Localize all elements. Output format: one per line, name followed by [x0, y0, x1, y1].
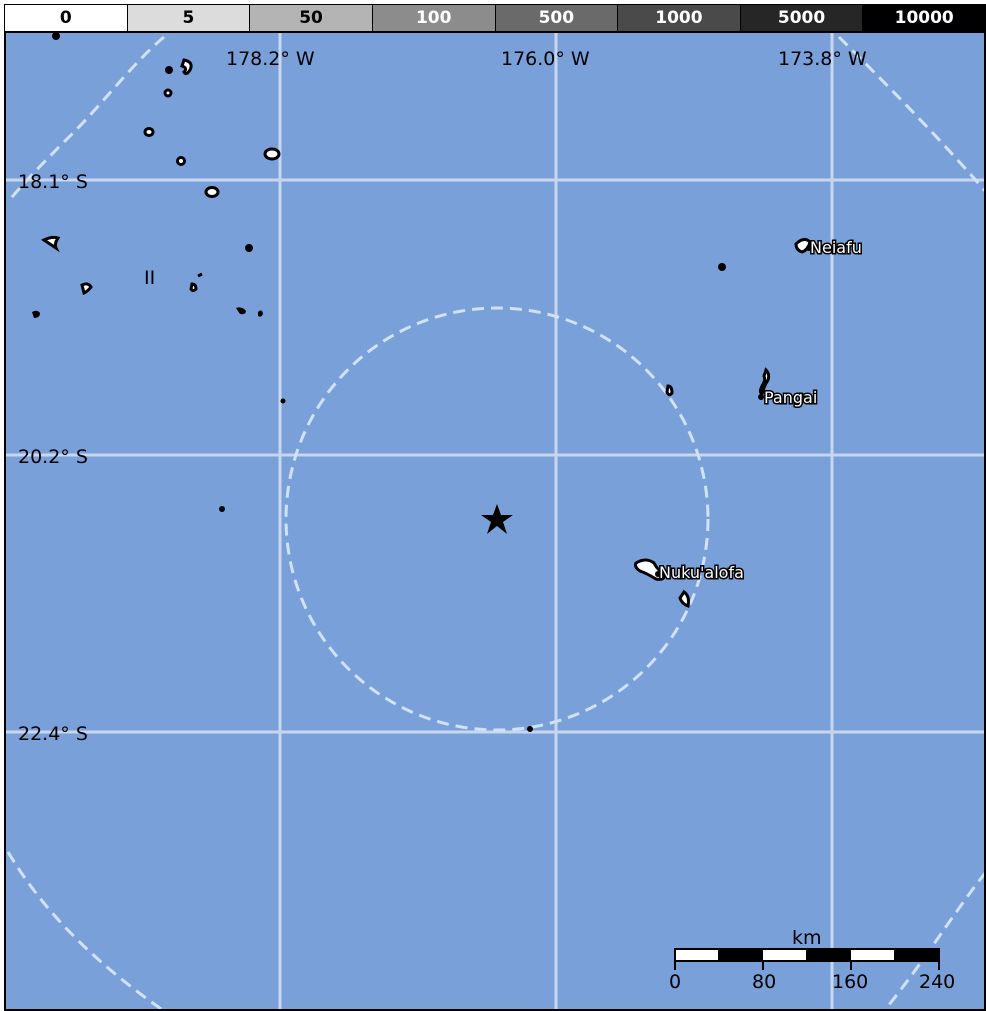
- island: [176, 156, 186, 166]
- legend-bin-500: 500: [495, 5, 619, 31]
- island: [80, 282, 93, 296]
- island-eua: [678, 589, 690, 608]
- island: [258, 310, 263, 317]
- inner-distance-ring: [284, 306, 710, 732]
- city-label-neiafu[interactable]: Neiafu: [809, 237, 864, 259]
- legend-bin-5000: 5000: [740, 5, 864, 31]
- outer-ring-se: [882, 871, 986, 1011]
- lon-label-west: 178.2° W: [226, 48, 315, 70]
- lat-label-south: 22.4° S: [18, 723, 88, 745]
- legend-bin-1000: 1000: [618, 5, 741, 31]
- island: [165, 66, 173, 74]
- city-marker-nukualofa: [655, 571, 661, 577]
- mmi-intensity-label: II: [144, 267, 155, 289]
- island: [665, 384, 674, 397]
- island: [280, 398, 286, 404]
- scale-tick-label: 240: [919, 971, 955, 993]
- outer-ring-sw: [6, 851, 165, 1011]
- island: [32, 310, 40, 318]
- scale-tick-label: 80: [752, 971, 776, 993]
- island: [41, 235, 61, 253]
- legend-bin-5: 5: [127, 5, 251, 31]
- scale-unit: km: [792, 927, 822, 949]
- map-frame: [4, 32, 986, 1011]
- lon-label-center: 176.0° W: [501, 48, 590, 70]
- island: [527, 726, 533, 732]
- scale-bar-segment: [763, 950, 806, 960]
- lat-label-middle: 20.2° S: [18, 446, 88, 468]
- population-legend: 0 5 50 100 500 1000 5000 10000: [4, 4, 986, 32]
- star-icon[interactable]: [481, 504, 513, 534]
- island: [236, 307, 246, 315]
- legend-bin-10000: 10000: [863, 5, 985, 31]
- island: [245, 244, 253, 252]
- distance-rings: [6, 35, 986, 1011]
- outer-ring-ne: [837, 35, 986, 193]
- scale-bar: km 0 80 160 240: [669, 927, 955, 993]
- island: [189, 282, 198, 292]
- legend-bin-50: 50: [250, 5, 373, 31]
- island: [197, 272, 203, 278]
- scale-bar-segment: [851, 950, 894, 960]
- lon-label-east: 173.8° W: [778, 48, 867, 70]
- island: [163, 88, 173, 98]
- lat-label-north: 18.1° S: [18, 171, 88, 193]
- city-marker-neiafu: [806, 245, 812, 251]
- map-canvas[interactable]: II 178.2° W 176.0° W 173.8° W 18.1° S 20…: [4, 32, 986, 1011]
- legend-bin-0: 0: [5, 5, 128, 31]
- island: [180, 58, 193, 76]
- city-label-pangai[interactable]: Pangai: [763, 387, 819, 409]
- island: [219, 506, 225, 512]
- outer-ring-nw: [6, 35, 165, 203]
- scale-bar-segment: [676, 950, 718, 960]
- island: [204, 186, 220, 198]
- island: [263, 147, 281, 161]
- city-marker-pangai: [758, 394, 764, 400]
- island: [143, 127, 155, 137]
- city-label-nukualofa[interactable]: Nuku'alofa: [658, 562, 746, 584]
- scale-tick-label: 0: [669, 971, 681, 993]
- legend-bin-100: 100: [372, 5, 496, 31]
- island-lifuka: [759, 367, 771, 397]
- landmasses: [32, 32, 812, 732]
- island: [52, 32, 60, 40]
- island: [718, 263, 726, 271]
- scale-tick-label: 160: [832, 971, 868, 993]
- graticule: [4, 32, 986, 1011]
